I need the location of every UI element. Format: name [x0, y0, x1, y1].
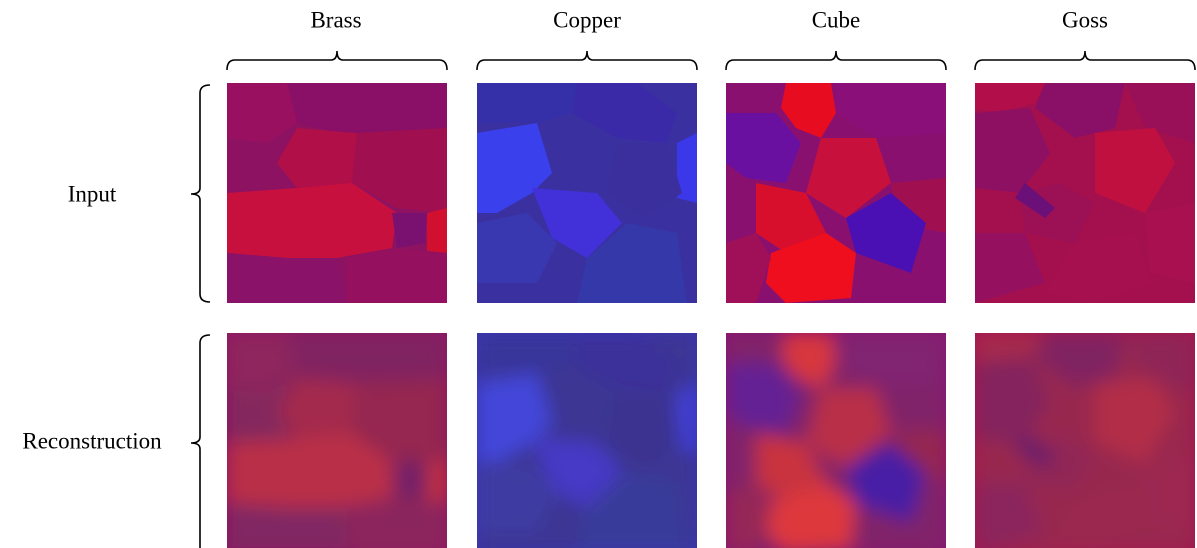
row-label: Reconstruction: [22, 428, 162, 453]
reconstruction-image: [726, 333, 946, 548]
reconstruction-image: [227, 333, 447, 548]
column-label: Copper: [553, 7, 621, 32]
input-image: [975, 83, 1195, 303]
column-label: Goss: [1062, 7, 1108, 32]
row-label: Input: [68, 181, 117, 206]
reconstruction-image: [477, 333, 697, 548]
input-image: [477, 83, 697, 303]
column-label: Brass: [310, 7, 361, 32]
figure: Brass Copper Cube Goss Input Reconstruct…: [0, 0, 1197, 548]
reconstruction-image: [975, 333, 1195, 548]
column-label: Cube: [812, 7, 861, 32]
input-image: [726, 83, 946, 303]
input-image: [227, 83, 447, 303]
